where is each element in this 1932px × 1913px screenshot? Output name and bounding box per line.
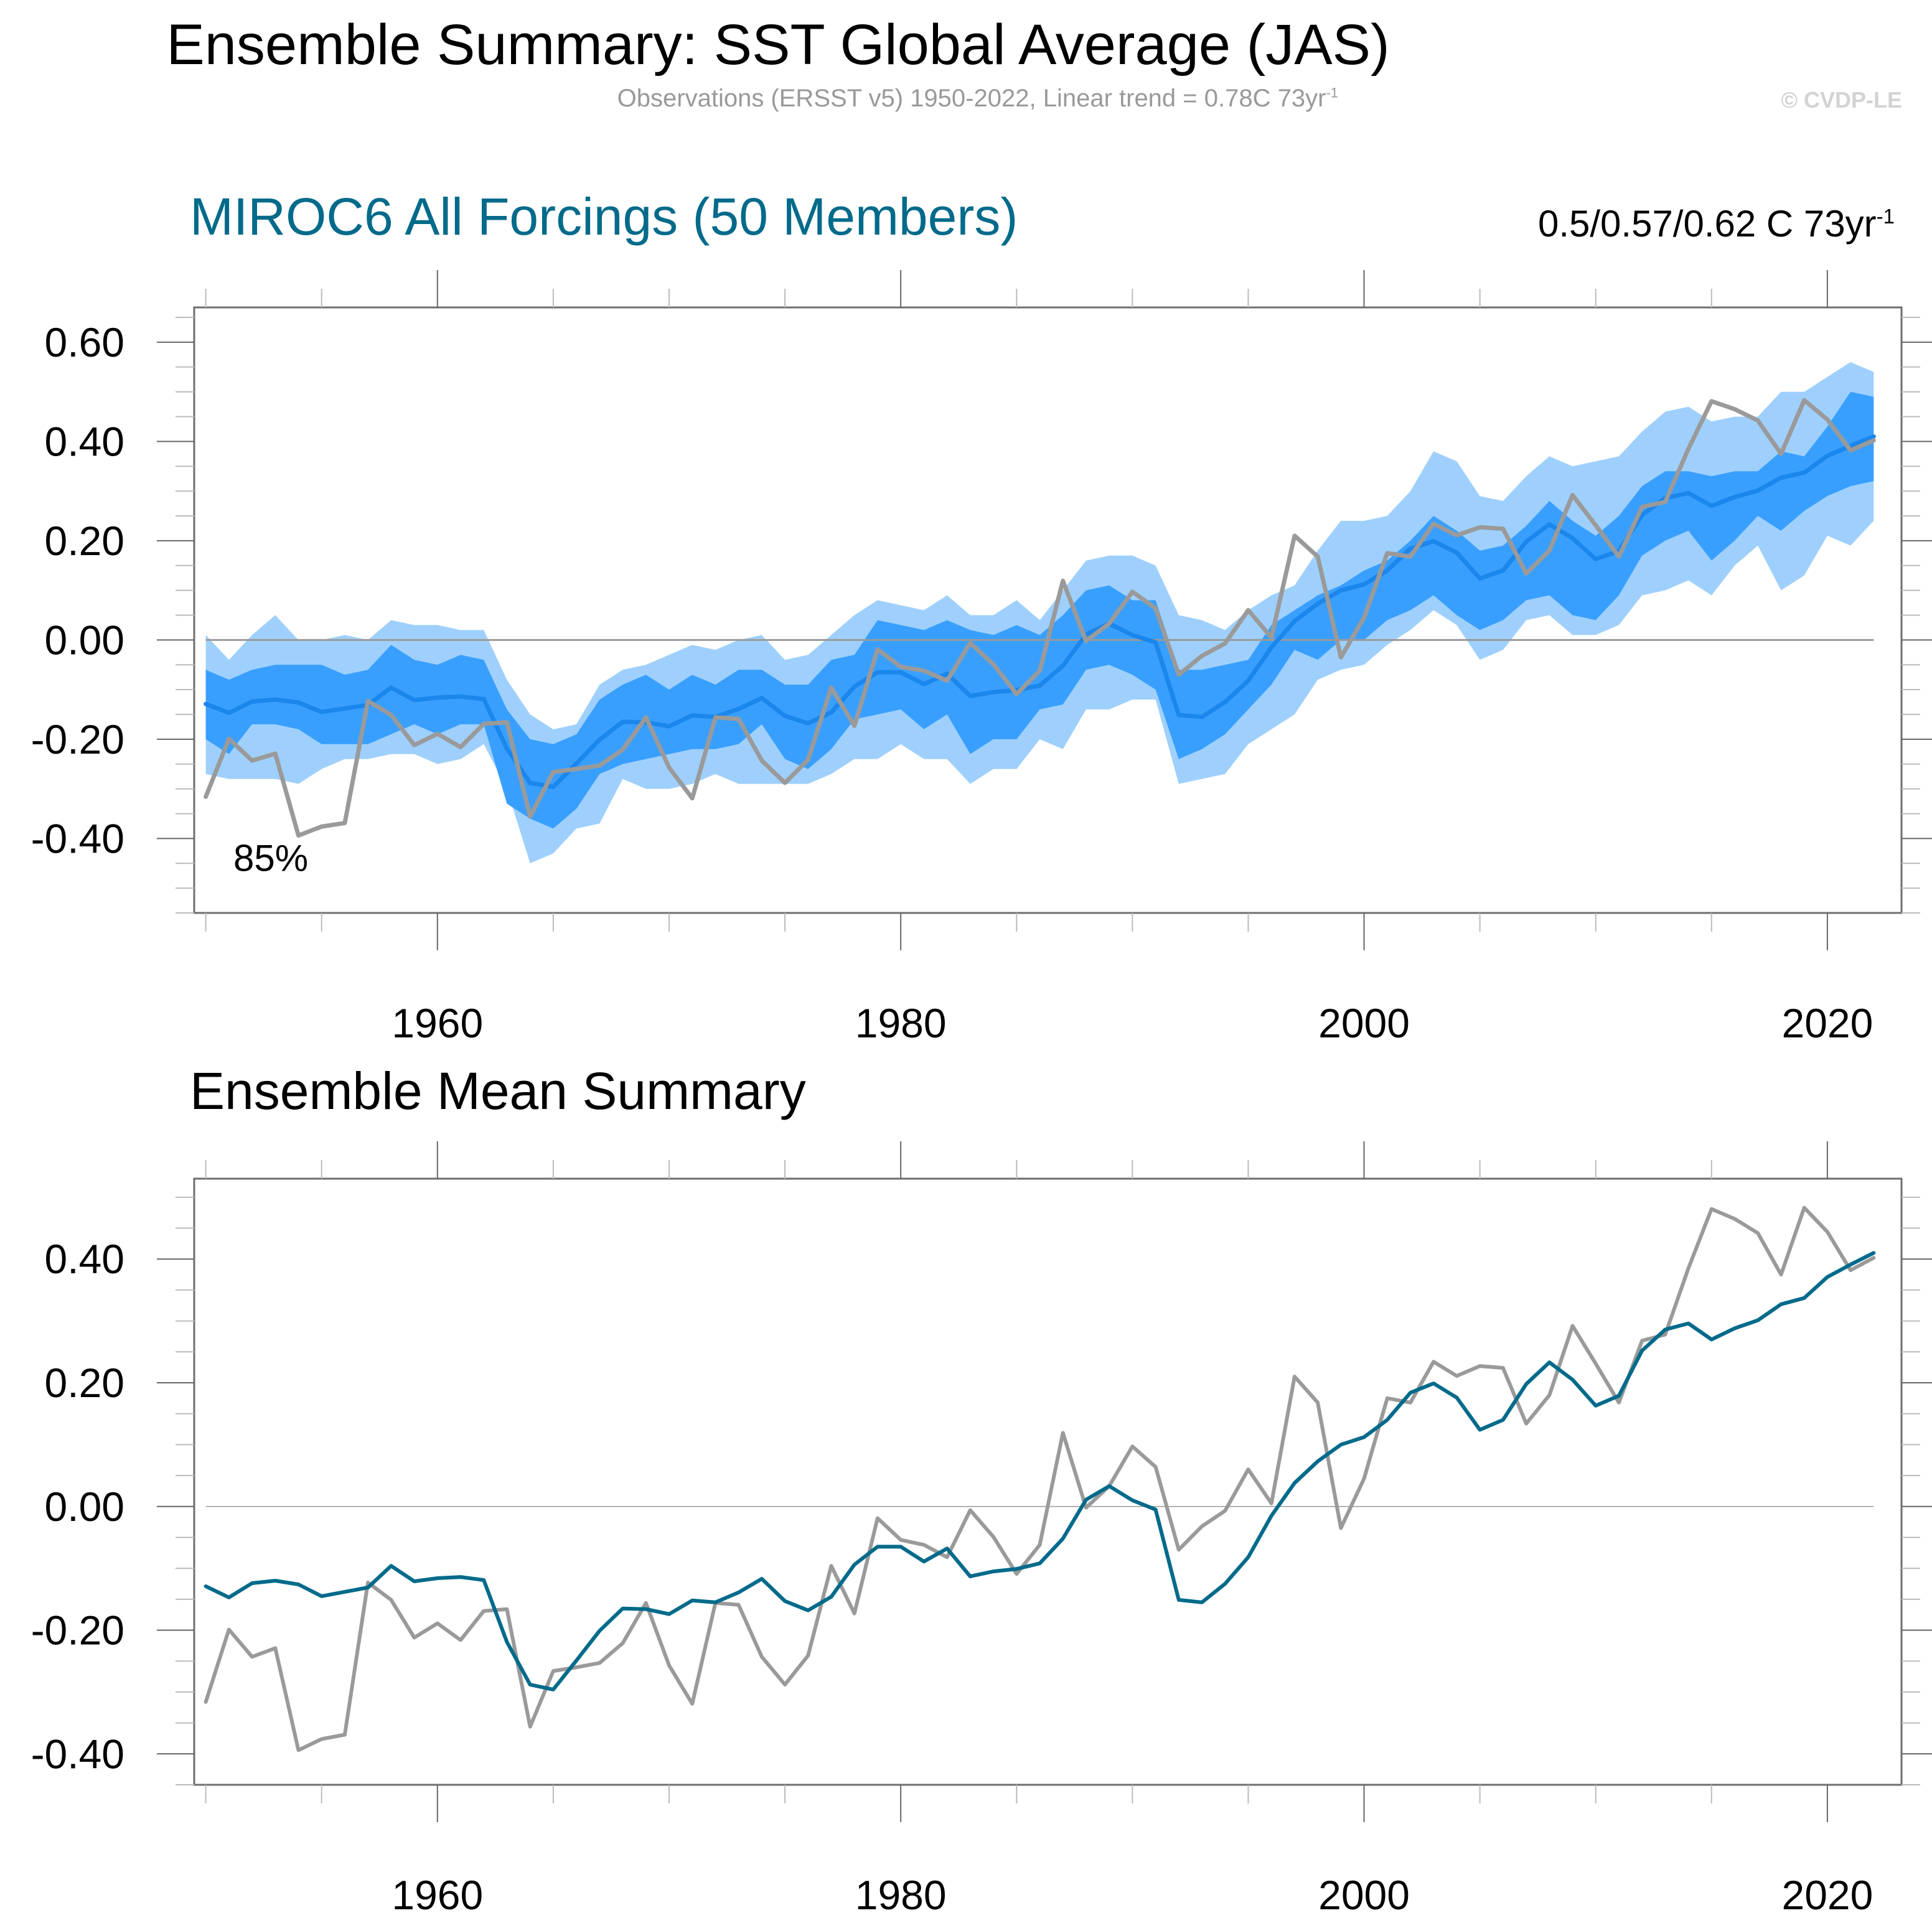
panel1-title: MIROC6 All Forcings (50 Members) xyxy=(190,187,1018,246)
x-tick-label: 2000 xyxy=(1318,1000,1410,1046)
x-tick-label: 1960 xyxy=(392,1000,483,1046)
ensemble-mean-line xyxy=(204,434,1876,789)
x-tick-label: 1980 xyxy=(855,1000,947,1046)
y-tick-label: -0.40 xyxy=(31,1731,124,1777)
observations-line xyxy=(204,398,1876,838)
panel2-title: Ensemble Mean Summary xyxy=(190,1062,806,1120)
y-tick-label: 0.20 xyxy=(45,1360,124,1406)
y-tick-label: -0.40 xyxy=(31,815,124,861)
y-tick-label: 0.00 xyxy=(45,617,124,663)
plot-frame xyxy=(193,306,1903,914)
y-tick-label: 0.40 xyxy=(45,418,124,464)
x-tick-label: 2020 xyxy=(1781,1872,1873,1913)
y-tick-label: -0.20 xyxy=(31,1607,124,1653)
x-tick-label: 2020 xyxy=(1781,1000,1873,1046)
y-tick-label: 0.00 xyxy=(45,1484,124,1530)
outer-range-band xyxy=(205,362,1874,864)
panel-2: 1960 1980 2000 2020 -0.40 -0.20 0.00 0.20 0.40 xyxy=(31,1141,1932,1913)
panel-1: 1960 1980 2000 2020 -0.40 -0.20 0.00 0.20 0.40 0.… xyxy=(31,270,1932,1046)
x-tick-label: 1960 xyxy=(392,1872,483,1913)
subtitle-superscript: -1 xyxy=(1326,85,1338,101)
y-tick-label: 0.20 xyxy=(45,518,124,564)
trend-label: 0.5/0.57/0.62 C 73yr-1 xyxy=(1538,202,1895,245)
copyright-label: © CVDP-LE xyxy=(1781,87,1902,113)
plot-frame xyxy=(193,1177,1903,1786)
y-tick-label: 0.40 xyxy=(45,1236,124,1282)
y-tick-label: -0.20 xyxy=(31,716,124,762)
ensemble-mean-line xyxy=(204,1251,1876,1691)
observations-line xyxy=(204,1205,1876,1752)
percent-annotation: 85% xyxy=(233,837,308,879)
x-tick-label: 2000 xyxy=(1318,1872,1410,1913)
subtitle-text: Observations (ERSST v5) 1950-2022, Linea… xyxy=(617,85,1326,112)
trend-label-text: 0.5/0.57/0.62 C 73yr xyxy=(1537,203,1877,245)
subtitle: Observations (ERSST v5) 1950-2022, Linea… xyxy=(0,85,1338,113)
x-tick-label: 1980 xyxy=(855,1872,947,1913)
inner-range-band xyxy=(205,391,1874,829)
y-tick-label: 0.60 xyxy=(45,319,124,365)
trend-label-superscript: -1 xyxy=(1876,205,1895,228)
main-title: Ensemble Summary: SST Global Average (JA… xyxy=(166,13,1390,77)
